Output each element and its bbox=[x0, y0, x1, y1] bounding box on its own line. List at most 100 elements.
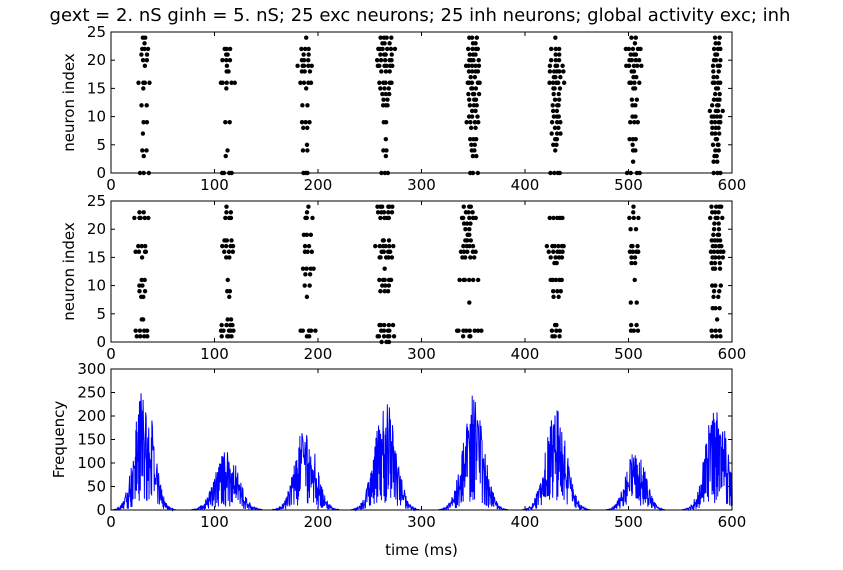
spike-dot bbox=[468, 221, 473, 226]
x-tick-label: 0 bbox=[106, 345, 116, 363]
spike-dot bbox=[721, 249, 726, 254]
spike-dot bbox=[557, 334, 562, 339]
spike-dot bbox=[388, 277, 394, 283]
spike-dot bbox=[708, 215, 713, 221]
spike-dot bbox=[476, 91, 482, 97]
spike-dot bbox=[474, 153, 479, 159]
spike-dot bbox=[141, 86, 146, 91]
spike-dot bbox=[467, 103, 473, 108]
x-tick-label: 300 bbox=[407, 513, 436, 531]
spike-dot bbox=[552, 125, 558, 131]
spike-dot bbox=[467, 52, 472, 57]
spike-dot bbox=[712, 221, 717, 226]
spike-dot bbox=[386, 86, 391, 91]
spike-dot bbox=[224, 255, 229, 260]
spike-dot bbox=[142, 63, 148, 69]
spike-dot bbox=[311, 266, 316, 271]
spike-dot bbox=[303, 120, 308, 125]
spike-dot bbox=[630, 249, 635, 254]
spike-dot bbox=[556, 243, 561, 249]
x-tick-label: 200 bbox=[304, 513, 333, 531]
spike-dot bbox=[549, 328, 555, 333]
spike-dot bbox=[554, 63, 560, 69]
spike-dot bbox=[383, 120, 389, 125]
x-tick-label: 600 bbox=[718, 345, 747, 363]
spike-dot bbox=[144, 52, 150, 57]
x-tick-label: 0 bbox=[106, 176, 116, 194]
spike-dot bbox=[382, 41, 387, 46]
spike-dot bbox=[628, 300, 633, 305]
spike-dot bbox=[382, 86, 387, 91]
spike-dot bbox=[468, 136, 473, 142]
spike-dot bbox=[635, 120, 640, 125]
spike-dot bbox=[716, 255, 722, 260]
spike-dot bbox=[557, 52, 562, 57]
spike-dots bbox=[136, 35, 725, 176]
spike-dot bbox=[634, 97, 640, 102]
spike-dot bbox=[718, 46, 723, 52]
spike-dot bbox=[387, 69, 392, 74]
spike-dot bbox=[136, 80, 141, 85]
x-tick-label: 100 bbox=[200, 513, 229, 531]
spike-dot bbox=[556, 103, 561, 108]
spike-dot bbox=[145, 334, 150, 339]
spike-dot bbox=[633, 148, 638, 153]
spike-dot bbox=[710, 142, 716, 147]
spike-dot bbox=[144, 103, 149, 108]
spike-dot bbox=[134, 334, 139, 339]
spike-dot bbox=[635, 328, 641, 333]
spike-dot bbox=[381, 249, 387, 254]
spike-dot bbox=[307, 283, 312, 288]
spike-dot bbox=[475, 277, 481, 283]
spike-dot bbox=[717, 35, 722, 40]
spike-dot bbox=[142, 80, 148, 85]
spike-dot bbox=[301, 80, 307, 85]
spike-dot bbox=[224, 322, 229, 328]
x-tick-label: 100 bbox=[200, 176, 229, 194]
spike-dot bbox=[633, 103, 638, 108]
spike-dot bbox=[473, 136, 479, 142]
spike-dot bbox=[138, 215, 143, 221]
spike-dot bbox=[303, 35, 309, 40]
spike-dot bbox=[222, 249, 227, 254]
spike-dot bbox=[713, 131, 718, 136]
spike-dot bbox=[633, 52, 639, 57]
spike-dot bbox=[717, 260, 723, 266]
spike-dot bbox=[377, 80, 382, 85]
spike-dot bbox=[383, 243, 388, 249]
spike-dot bbox=[713, 283, 718, 288]
spike-dot bbox=[636, 215, 641, 221]
spike-dot bbox=[711, 46, 717, 52]
spike-dot bbox=[551, 215, 556, 221]
spike-dot bbox=[466, 210, 471, 215]
spike-dot bbox=[306, 204, 311, 209]
spike-dot bbox=[382, 58, 388, 63]
spike-dot bbox=[549, 120, 555, 125]
spike-dot bbox=[556, 114, 561, 119]
spike-dot bbox=[719, 204, 724, 209]
spike-dot bbox=[383, 153, 389, 159]
spike-dot bbox=[469, 35, 475, 40]
spike-dot bbox=[554, 142, 559, 147]
spike-dot bbox=[139, 243, 145, 249]
spike-dot bbox=[714, 74, 720, 80]
spike-dot bbox=[229, 334, 234, 339]
x-tick-label: 500 bbox=[614, 345, 643, 363]
spike-dot bbox=[389, 35, 394, 40]
spike-dot bbox=[457, 277, 462, 283]
spike-dot bbox=[466, 63, 471, 69]
y-axis-label: neuron index bbox=[60, 222, 78, 321]
spike-dot bbox=[227, 46, 233, 52]
spike-dot bbox=[381, 148, 386, 153]
spike-dot bbox=[387, 249, 393, 254]
spike-dot bbox=[550, 108, 556, 114]
spike-dot bbox=[475, 114, 480, 119]
spike-dot bbox=[711, 289, 717, 294]
spike-dot bbox=[232, 80, 237, 85]
spike-dot bbox=[629, 35, 634, 40]
spike-dot bbox=[139, 255, 145, 260]
spike-dot bbox=[382, 322, 387, 328]
spike-dot bbox=[385, 103, 390, 108]
spike-dot bbox=[468, 238, 474, 243]
spike-dot bbox=[301, 52, 306, 57]
